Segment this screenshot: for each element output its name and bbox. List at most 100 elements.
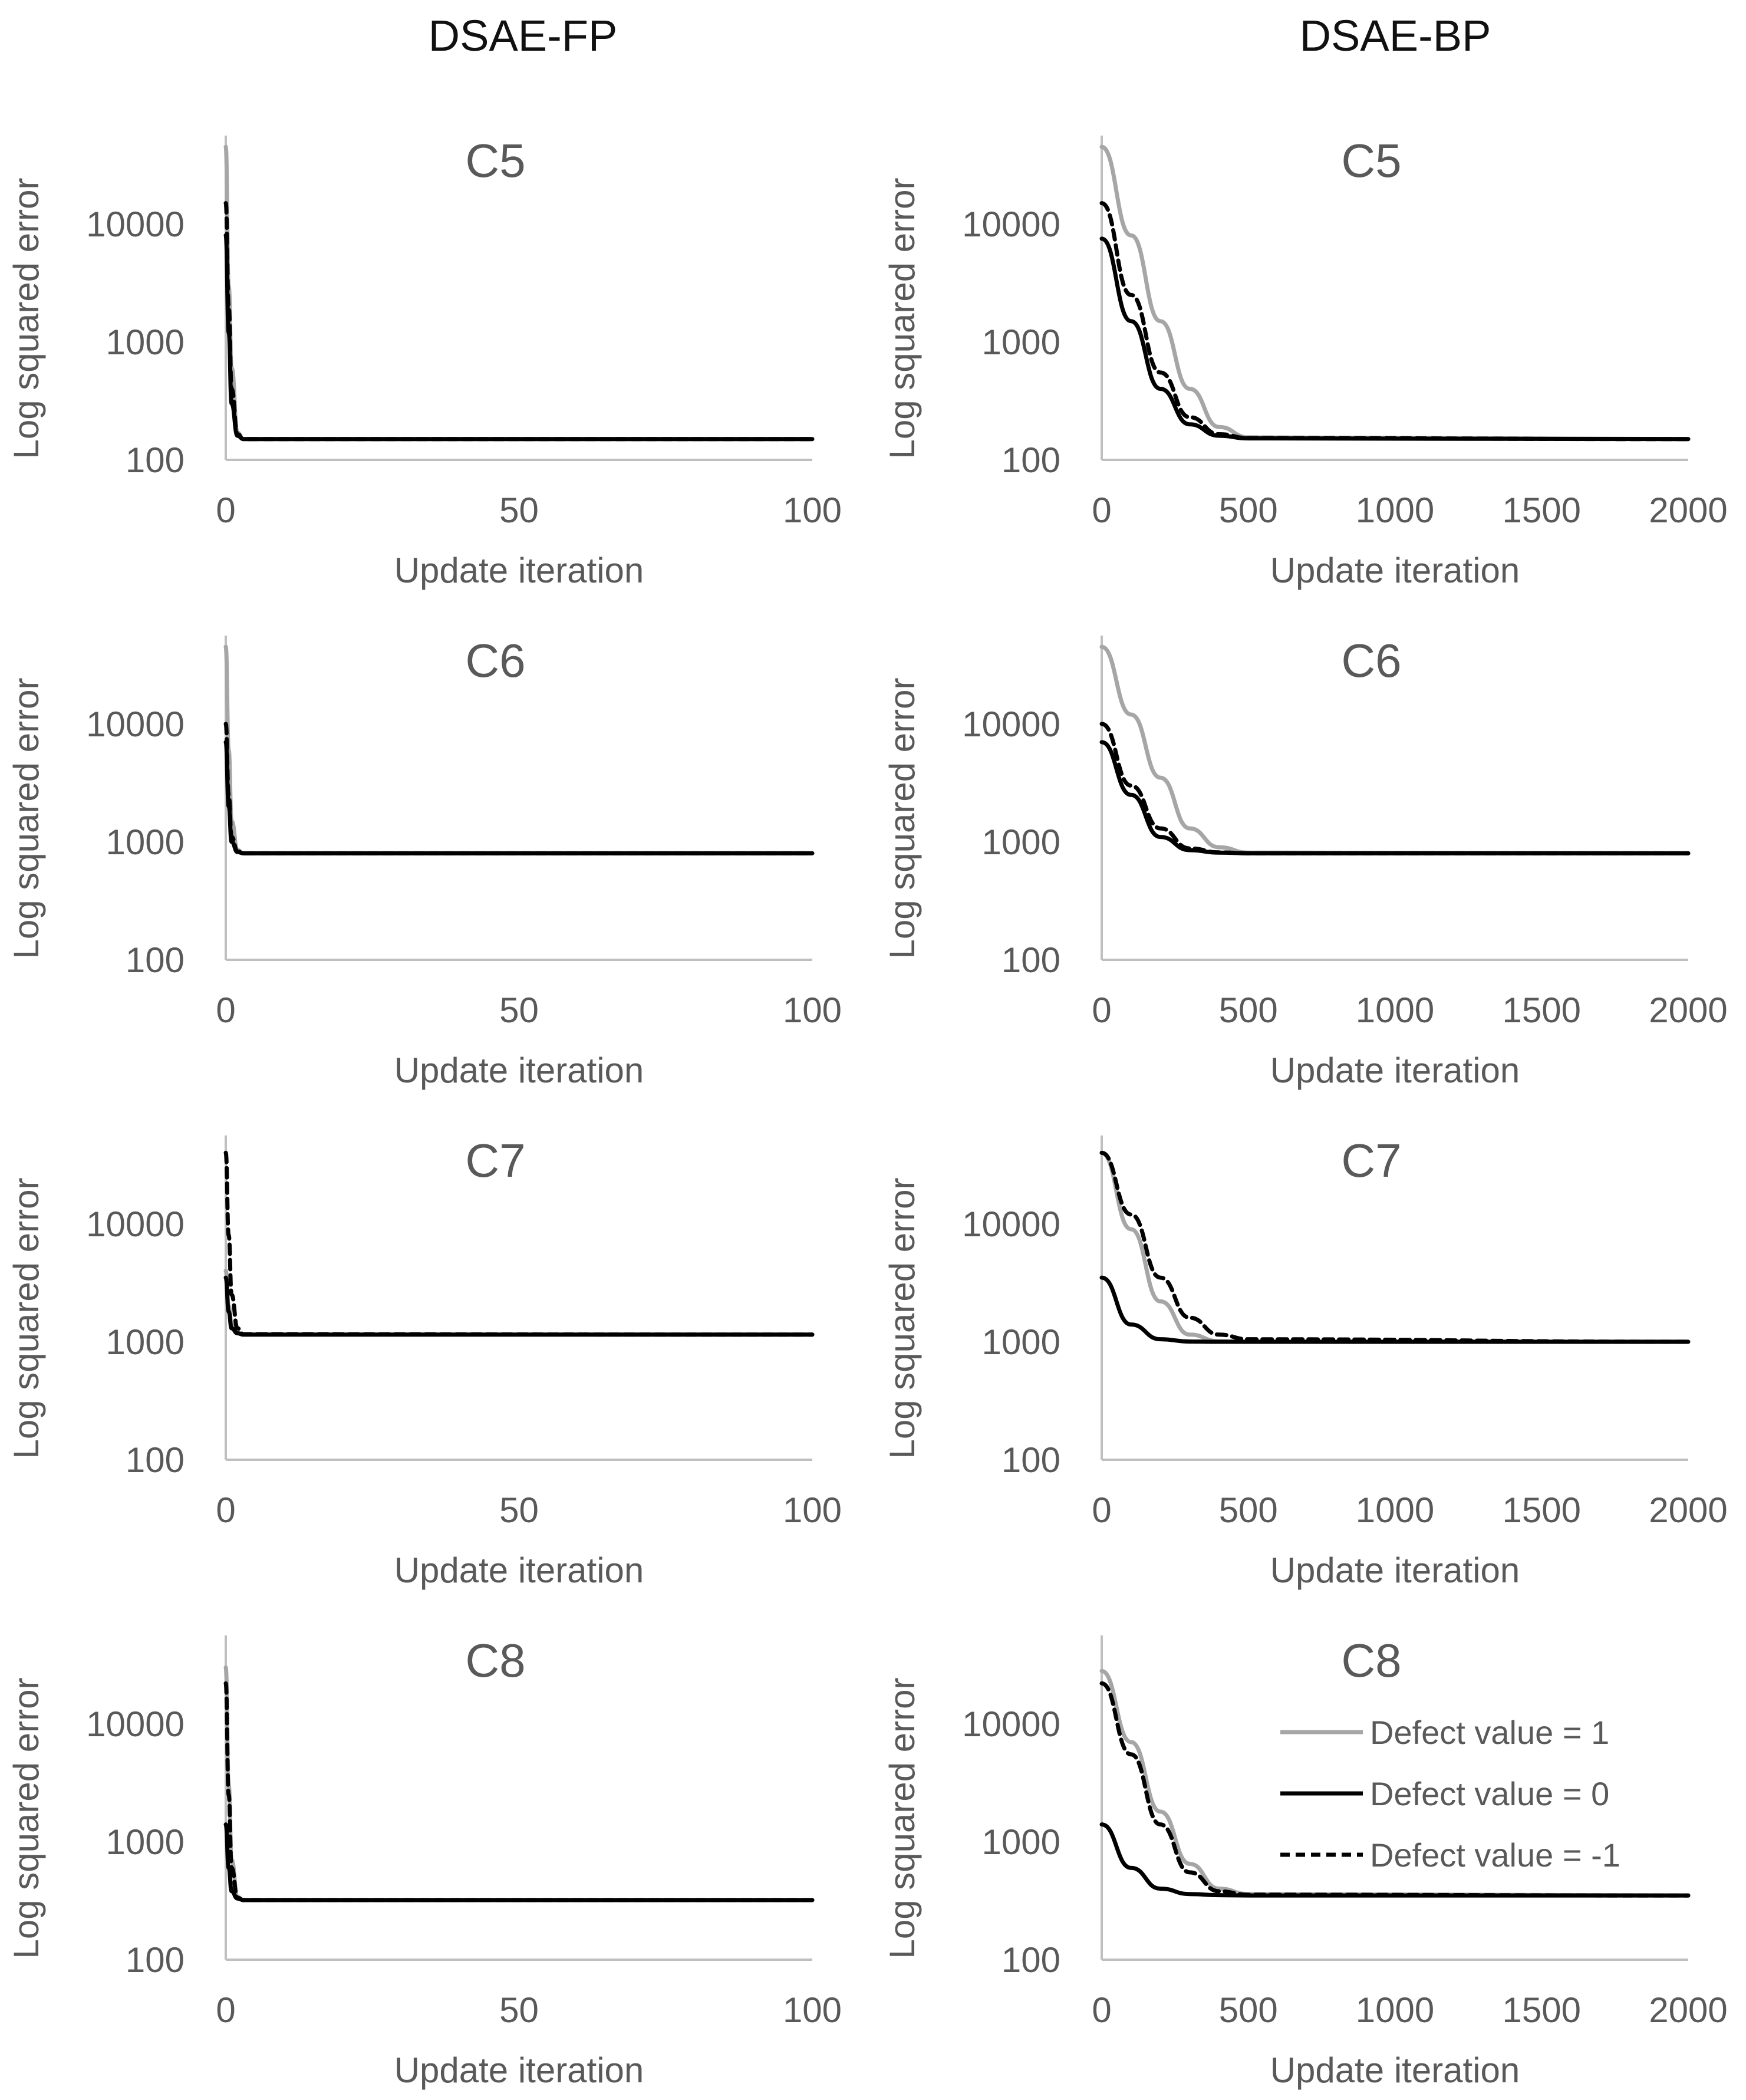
panel-c7-bp-series-defect-0 (1099, 1275, 1691, 1344)
panel-c5-fp-xlabel: Update iteration (394, 551, 644, 590)
panel-c6-fp-series-defect-minus-1 (223, 722, 815, 855)
panel-c6-fp-xtick-label: 50 (499, 990, 539, 1030)
panel-c6-bp-xtick-label: 1500 (1503, 990, 1581, 1030)
panel-c8-bp-title: C8 (1341, 1634, 1401, 1687)
panel-c6-fp-series-defect-0 (223, 740, 815, 855)
panel-c5-bp-title: C5 (1341, 134, 1401, 187)
panel-c6-bp-series-defect-minus-1 (1099, 722, 1691, 855)
panel-c5-fp-series-defect-1 (223, 144, 815, 442)
panel-c7-fp-title: C7 (465, 1134, 525, 1187)
panel-c6-fp-title: C6 (465, 634, 525, 687)
column-title-dsae-fp: DSAE-FP (428, 11, 618, 60)
panel-c6-bp-xtick-label: 0 (1092, 990, 1111, 1030)
panel-c5-bp-series-defect-0 (1099, 236, 1691, 442)
panel-c6-bp-ytick-label: 100 (1002, 940, 1060, 980)
panel-c5-fp-xtick-label: 50 (499, 491, 539, 530)
panel-c8-bp-xtick-label: 1500 (1503, 1990, 1581, 2030)
panel-c8-bp-xtick-label: 500 (1219, 1990, 1278, 2030)
panel-c7-fp-ytick-label: 100 (126, 1440, 185, 1480)
panel-c6-fp-xtick-label: 100 (783, 990, 842, 1030)
panel-c8-fp-series-defect-0 (223, 1822, 815, 1902)
panel-c7-bp-xlabel: Update iteration (1270, 1551, 1520, 1590)
panel-c7-fp-series-defect-1 (223, 1268, 815, 1337)
panel-c7-fp-xtick-label: 0 (216, 1490, 235, 1530)
panel-c8-bp-xtick-label: 0 (1092, 1990, 1111, 2030)
panel-c6-bp-xtick-label: 2000 (1649, 990, 1727, 1030)
panel-c5-fp-title: C5 (465, 134, 525, 187)
panel-c7-bp-series-defect-minus-1 (1099, 1150, 1691, 1344)
panel-c8-fp-xtick-label: 50 (499, 1990, 539, 2030)
panel-c7-bp-xtick-label: 500 (1219, 1490, 1278, 1530)
panel-c8-fp-ytick-label: 1000 (106, 1822, 185, 1862)
panel-c5-fp-ylabel: Log squared error (6, 178, 46, 459)
panel-c5-fp-series-defect-minus-1 (223, 201, 815, 442)
panel-c6-bp-series-defect-0 (1099, 740, 1691, 855)
panel-c5-bp-xtick-label: 500 (1219, 491, 1278, 530)
panel-c6-fp-ytick-label: 10000 (86, 705, 185, 744)
panel-c7-bp-title: C7 (1341, 1134, 1401, 1187)
panel-c8-fp-ytick-label: 10000 (86, 1704, 185, 1744)
panel-c7-bp-xtick-label: 0 (1092, 1490, 1111, 1530)
panel-c6-fp-xlabel: Update iteration (394, 1051, 644, 1090)
panel-c5-bp-xtick-label: 2000 (1649, 491, 1727, 530)
legend-label-defect-1: Defect value = 1 (1370, 1714, 1609, 1751)
panel-c5-fp-xtick-label: 100 (783, 491, 842, 530)
column-title-dsae-bp: DSAE-BP (1299, 11, 1491, 60)
panel-c8-bp-series-defect-minus-1 (1099, 1681, 1691, 1898)
panel-c5-fp-ytick-label: 10000 (86, 205, 185, 244)
panel-c5-bp-xtick-label: 1000 (1356, 491, 1434, 530)
panel-c8-fp-ylabel: Log squared error (6, 1678, 46, 1959)
panel-c5-bp-ylabel: Log squared error (882, 178, 922, 459)
panel-c5-fp-series-defect-0 (223, 233, 815, 442)
panel-c5-bp-ytick-label: 10000 (962, 205, 1060, 244)
legend-label-defect-0: Defect value = 0 (1370, 1775, 1609, 1812)
panel-c7-fp-xtick-label: 100 (783, 1490, 842, 1530)
panel-c6-fp-ylabel: Log squared error (6, 678, 46, 959)
panel-c8-fp-series-defect-minus-1 (223, 1681, 815, 1902)
panel-c6-fp-ytick-label: 1000 (106, 822, 185, 862)
panel-c8-fp-xlabel: Update iteration (394, 2050, 644, 2090)
panel-c5-fp-ytick-label: 100 (126, 440, 185, 480)
panel-c6-bp-xtick-label: 1000 (1356, 990, 1434, 1030)
panel-c5-bp-xlabel: Update iteration (1270, 551, 1520, 590)
panel-c6-bp-ylabel: Log squared error (882, 678, 922, 959)
panel-c7-fp-ytick-label: 10000 (86, 1204, 185, 1244)
panel-c7-fp-xlabel: Update iteration (394, 1551, 644, 1590)
panel-c5-bp-ytick-label: 100 (1002, 440, 1060, 480)
panel-c5-fp-xtick-label: 0 (216, 491, 235, 530)
panel-c8-fp-title: C8 (465, 1634, 525, 1687)
panel-c8-bp-ytick-label: 1000 (982, 1822, 1060, 1862)
panel-c8-bp-ytick-label: 10000 (962, 1704, 1060, 1744)
panel-c6-fp-ytick-label: 100 (126, 940, 185, 980)
panel-c8-bp-ytick-label: 100 (1002, 1940, 1060, 1980)
panel-c5-fp-ytick-label: 1000 (106, 322, 185, 362)
panel-c6-bp-ytick-label: 10000 (962, 705, 1060, 744)
panel-c7-bp-xtick-label: 2000 (1649, 1490, 1727, 1530)
panel-c6-bp-title: C6 (1341, 634, 1401, 687)
panel-c8-bp-xtick-label: 1000 (1356, 1990, 1434, 2030)
panel-c7-bp-xtick-label: 1000 (1356, 1490, 1434, 1530)
panel-c8-bp-xtick-label: 2000 (1649, 1990, 1727, 2030)
panel-c5-bp-series-defect-1 (1099, 144, 1691, 442)
panel-c7-bp-ylabel: Log squared error (882, 1178, 922, 1459)
panel-c5-bp-ytick-label: 1000 (982, 322, 1060, 362)
panel-c8-fp-xtick-label: 100 (783, 1990, 842, 2030)
panel-c8-fp-series-defect-1 (223, 1665, 815, 1902)
panel-c7-bp-ytick-label: 10000 (962, 1204, 1060, 1244)
panel-c7-fp-series-defect-0 (223, 1275, 815, 1337)
panel-c7-bp-xtick-label: 1500 (1503, 1490, 1581, 1530)
panel-c6-bp-xtick-label: 500 (1219, 990, 1278, 1030)
panel-c8-bp-xlabel: Update iteration (1270, 2050, 1520, 2090)
panel-c8-fp-xtick-label: 0 (216, 1990, 235, 2030)
panel-c6-bp-ytick-label: 1000 (982, 822, 1060, 862)
panel-c8-bp-ylabel: Log squared error (882, 1678, 922, 1959)
panel-c7-bp-ytick-label: 1000 (982, 1322, 1060, 1362)
panel-c7-bp-ytick-label: 100 (1002, 1440, 1060, 1480)
panel-c5-bp-xtick-label: 0 (1092, 491, 1111, 530)
panel-c5-bp-series-defect-minus-1 (1099, 201, 1691, 442)
panel-c8-fp-ytick-label: 100 (126, 1940, 185, 1980)
panel-c6-bp-xlabel: Update iteration (1270, 1051, 1520, 1090)
panel-c7-fp-ylabel: Log squared error (6, 1178, 46, 1459)
legend-label-defect-minus-1: Defect value = -1 (1370, 1836, 1620, 1874)
